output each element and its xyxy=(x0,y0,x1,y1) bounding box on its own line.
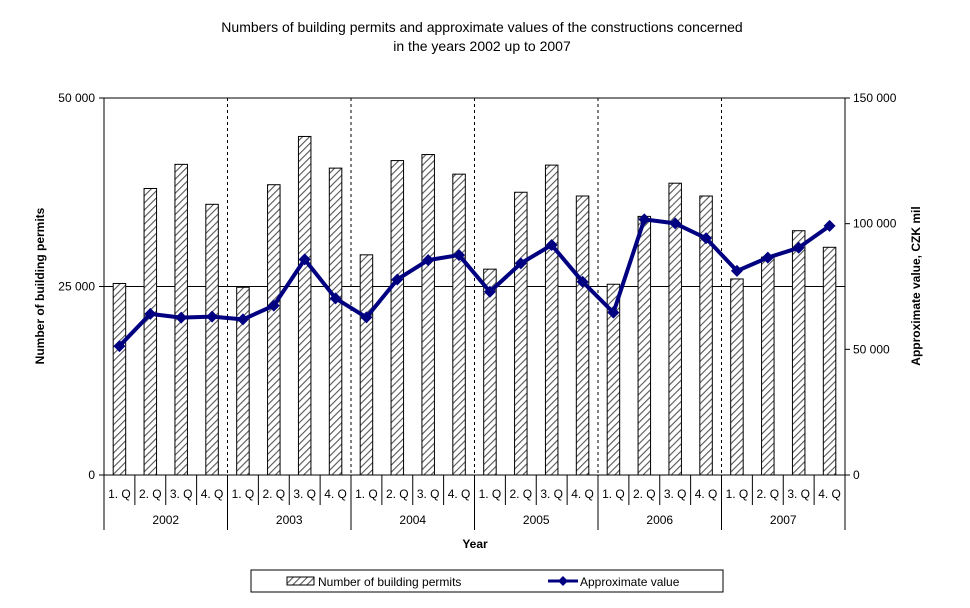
year-label: 2002 xyxy=(152,513,179,527)
bar-building-permits xyxy=(544,164,559,476)
marker-approximate-value xyxy=(576,275,589,288)
marker-approximate-value xyxy=(607,306,620,319)
quarter-label: 2. Q xyxy=(262,487,285,501)
marker-approximate-value xyxy=(422,254,435,267)
marker-approximate-value xyxy=(730,264,743,277)
year-label: 2007 xyxy=(770,513,797,527)
y-right-tick-label: 0 xyxy=(853,468,860,482)
bar-building-permits xyxy=(791,230,806,476)
quarter-label: 3. Q xyxy=(293,487,316,501)
y-axis-left-title: Number of building permits xyxy=(33,207,47,364)
quarter-label: 4. Q xyxy=(695,487,718,501)
marker-approximate-value xyxy=(761,251,774,264)
bar-building-permits xyxy=(514,191,528,476)
marker-approximate-value xyxy=(545,239,558,252)
y-right-tick-label: 100 000 xyxy=(853,217,897,231)
marker-approximate-value xyxy=(175,311,188,324)
bar-building-permits xyxy=(575,195,590,476)
marker-approximate-value xyxy=(236,313,249,326)
quarter-label: 2. Q xyxy=(509,487,532,501)
bar-building-permits xyxy=(359,254,374,476)
quarter-label: 4. Q xyxy=(448,487,471,501)
quarter-label: 1. Q xyxy=(355,487,378,501)
quarter-label: 4. Q xyxy=(324,487,347,501)
year-label: 2006 xyxy=(646,513,673,527)
quarter-label: 3. Q xyxy=(417,487,440,501)
bar-building-permits xyxy=(390,160,405,476)
year-label: 2005 xyxy=(523,513,550,527)
y-left-tick-label: 0 xyxy=(88,468,95,482)
quarter-label: 4. Q xyxy=(818,487,841,501)
chart-title-line2: in the years 2002 up to 2007 xyxy=(393,38,571,54)
y-right-tick-label: 50 000 xyxy=(853,342,890,356)
chart-title-line1: Numbers of building permits and approxim… xyxy=(221,19,742,35)
marker-approximate-value xyxy=(823,219,836,232)
bar-building-permits xyxy=(421,154,435,476)
y-right-tick-label: 150 000 xyxy=(853,91,897,105)
quarter-label: 2. Q xyxy=(756,487,779,501)
bar-building-permits xyxy=(761,256,775,476)
marker-approximate-value xyxy=(298,253,311,266)
marker-approximate-value xyxy=(144,307,157,320)
quarter-label: 3. Q xyxy=(787,487,810,501)
marker-approximate-value xyxy=(267,299,280,312)
marker-approximate-value xyxy=(391,273,404,286)
marker-approximate-value xyxy=(669,217,682,230)
bar-building-permits xyxy=(328,167,343,476)
year-label: 2004 xyxy=(399,513,426,527)
marker-approximate-value xyxy=(360,311,373,324)
quarter-label: 4. Q xyxy=(571,487,594,501)
quarter-label: 4. Q xyxy=(201,487,224,501)
legend: Number of building permits Approximate v… xyxy=(250,569,724,593)
quarter-label: 1. Q xyxy=(726,487,749,501)
quarter-label: 2. Q xyxy=(633,487,656,501)
quarter-label: 3. Q xyxy=(540,487,563,501)
quarter-label: 1. Q xyxy=(108,487,131,501)
bar-building-permits xyxy=(452,173,466,476)
plot-area: 0 25 000 50 000 0 50 000 100 000 150 000 1. Q 2.… xyxy=(58,91,897,530)
bar-building-permits xyxy=(143,187,158,476)
legend-line-label: Approximate value xyxy=(580,575,680,589)
year-label: 2003 xyxy=(276,513,303,527)
quarter-label: 2. Q xyxy=(139,487,162,501)
legend-bar-swatch xyxy=(286,576,315,586)
x-axis-title: Year xyxy=(462,537,488,551)
marker-approximate-value xyxy=(329,292,342,305)
bar-building-permits xyxy=(205,203,219,476)
marker-approximate-value xyxy=(792,241,805,254)
y-left-tick-label: 25 000 xyxy=(58,280,95,294)
quarter-label: 1. Q xyxy=(479,487,502,501)
y-left-tick-label: 50 000 xyxy=(58,91,95,105)
quarter-label: 3. Q xyxy=(170,487,193,501)
marker-approximate-value xyxy=(700,232,713,245)
marker-approximate-value xyxy=(453,249,466,262)
bar-building-permits xyxy=(267,184,281,476)
bar-building-permits xyxy=(297,135,312,476)
bar-building-permits xyxy=(730,278,744,476)
quarter-label: 3. Q xyxy=(664,487,687,501)
bar-building-permits xyxy=(822,246,837,476)
marker-approximate-value xyxy=(483,285,496,298)
quarter-label: 1. Q xyxy=(232,487,255,501)
bar-building-permits xyxy=(112,282,127,476)
marker-approximate-value xyxy=(113,340,126,353)
y-axis-right-title: Approximate value, CZK mil xyxy=(909,206,923,365)
marker-approximate-value xyxy=(206,310,219,323)
marker-approximate-value xyxy=(638,213,651,226)
bar-building-permits xyxy=(483,268,497,476)
marker-approximate-value xyxy=(514,257,527,270)
legend-bar-label: Number of building permits xyxy=(318,575,461,589)
legend-line-marker xyxy=(558,576,568,586)
bar-building-permits xyxy=(637,215,652,476)
quarter-label: 1. Q xyxy=(602,487,625,501)
quarter-label: 2. Q xyxy=(386,487,409,501)
